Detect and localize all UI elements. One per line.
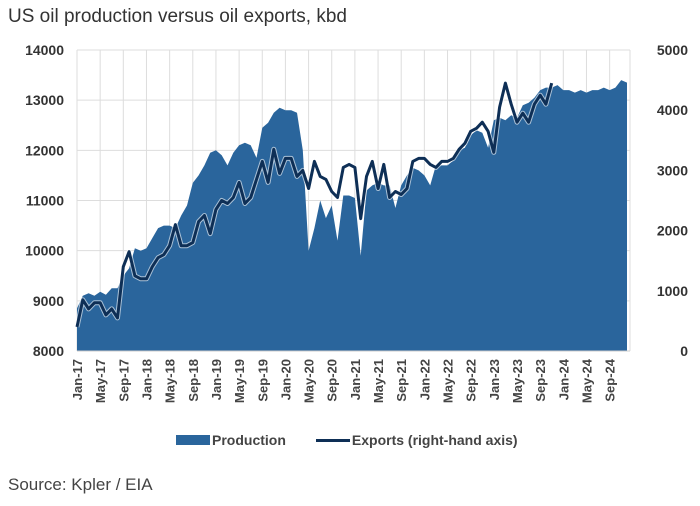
right-tick-label: 3000 bbox=[657, 162, 688, 178]
x-tick-label: May-22 bbox=[441, 359, 456, 403]
chart: 8000 9000 10000 11000 12000 13000 14000 0 1000 2… bbox=[25, 42, 688, 403]
x-tick-label: Jan-24 bbox=[556, 358, 571, 400]
exports-line-layer bbox=[74, 80, 555, 328]
right-tick-label: 4000 bbox=[657, 102, 688, 118]
x-tick-label: Sep-22 bbox=[464, 359, 479, 402]
x-tick-label: Jan-22 bbox=[417, 359, 432, 400]
exports-line bbox=[75, 81, 554, 328]
right-tick-label: 5000 bbox=[657, 42, 688, 58]
x-tick-label: Sep-19 bbox=[255, 359, 270, 402]
x-tick-label: May-21 bbox=[371, 359, 386, 403]
x-tick-label: Sep-21 bbox=[394, 359, 409, 402]
left-axis: 8000 9000 10000 11000 12000 13000 14000 bbox=[25, 42, 64, 359]
left-tick-label: 12000 bbox=[25, 142, 64, 158]
production-legend-label: Production bbox=[212, 432, 286, 448]
x-tick-label: Sep-24 bbox=[603, 358, 618, 401]
x-tick-label: Jan-18 bbox=[140, 359, 155, 400]
x-tick-label: Jan-19 bbox=[209, 359, 224, 400]
left-tick-label: 13000 bbox=[25, 92, 64, 108]
x-tick-label: May-18 bbox=[163, 359, 178, 403]
source-note: Source: Kpler / EIA bbox=[8, 475, 153, 494]
x-tick-label: Sep-18 bbox=[186, 359, 201, 402]
exports-legend-label: Exports (right-hand axis) bbox=[351, 432, 518, 448]
x-axis: Jan-17 May-17 Sep-17 Jan-18 May-18 Sep-18 Jan-… bbox=[70, 350, 630, 403]
x-tick-label: May-23 bbox=[510, 359, 525, 403]
legend: Production Exports (right-hand axis) bbox=[176, 432, 518, 448]
left-tick-label: 9000 bbox=[33, 293, 64, 309]
exports-legend-swatch bbox=[315, 438, 350, 442]
x-tick-label: May-17 bbox=[93, 359, 108, 403]
x-tick-label: Sep-23 bbox=[533, 359, 548, 402]
left-tick-label: 8000 bbox=[33, 343, 64, 359]
x-tick-label: May-19 bbox=[232, 359, 247, 403]
chart-title: US oil production versus oil exports, kb… bbox=[8, 6, 347, 27]
left-tick-label: 14000 bbox=[25, 42, 64, 58]
right-tick-label: 1000 bbox=[657, 283, 688, 299]
x-tick-label: Sep-17 bbox=[116, 359, 131, 402]
x-tick-label: May-20 bbox=[302, 359, 317, 403]
x-tick-label: Jan-17 bbox=[70, 359, 85, 400]
right-axis: 0 1000 2000 3000 4000 5000 bbox=[657, 42, 688, 359]
production-area bbox=[77, 80, 627, 351]
x-tick-label: Sep-20 bbox=[325, 359, 340, 402]
production-legend-swatch bbox=[176, 435, 210, 445]
right-tick-label: 2000 bbox=[657, 223, 688, 239]
x-tick-label: Jan-23 bbox=[487, 359, 502, 400]
production-area-layer bbox=[77, 80, 627, 351]
right-tick-label: 0 bbox=[680, 343, 688, 359]
x-tick-label: Jan-20 bbox=[278, 359, 293, 400]
x-tick-label: May-24 bbox=[580, 358, 595, 403]
left-tick-label: 10000 bbox=[25, 243, 64, 259]
x-tick-label: Jan-21 bbox=[348, 359, 363, 400]
left-tick-label: 11000 bbox=[26, 193, 64, 209]
